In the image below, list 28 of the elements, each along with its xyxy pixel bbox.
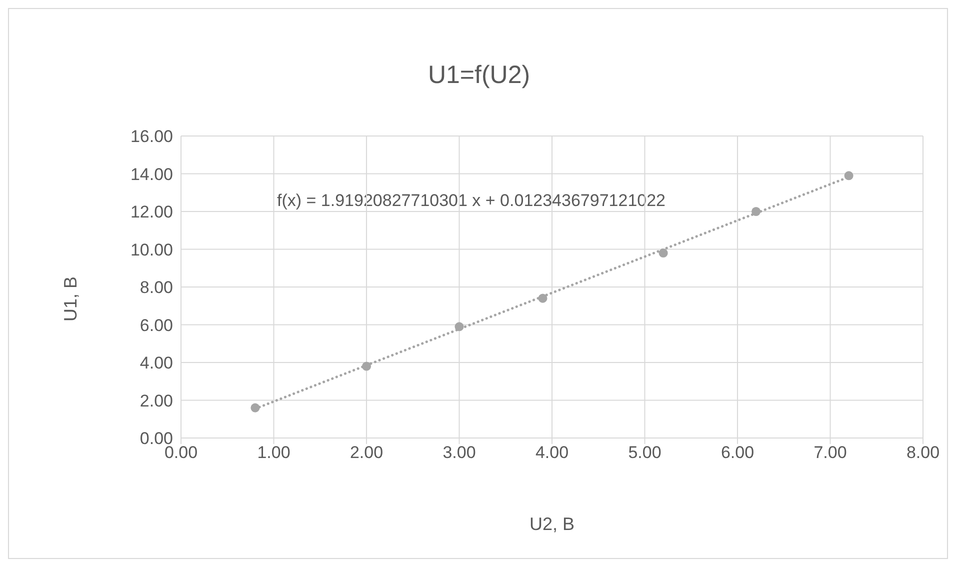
y-tick-label: 8.00	[140, 278, 173, 298]
y-tick-label: 14.00	[130, 164, 173, 184]
point	[538, 294, 548, 303]
x-tick-label: 8.00	[906, 443, 940, 462]
x-tick-label: 1.00	[257, 443, 290, 462]
x-tick-label: 2.00	[350, 443, 384, 462]
x-axis-title: U2, B	[528, 514, 576, 535]
x-tick-label: 0.00	[164, 443, 198, 462]
chart-title: U1=f(U2)	[426, 61, 532, 90]
annotation: f(x) = 1.91920827710301 x + 0.0123436797121022	[277, 191, 666, 211]
y-axis-title: U1, B	[60, 276, 82, 322]
y-tick-label: 2.00	[140, 391, 173, 410]
x-tick-label: 6.00	[720, 443, 754, 462]
y-tick-label: 16.00	[130, 127, 173, 146]
point	[362, 362, 372, 371]
point	[454, 322, 464, 332]
y-tick-label: 12.00	[130, 202, 173, 222]
x-tick-label: 3.00	[442, 443, 476, 462]
point	[658, 248, 668, 258]
y-tick-label: 10.00	[130, 240, 173, 260]
y-tick-label: 4.00	[140, 354, 173, 373]
y-tick-label: 6.00	[140, 316, 173, 335]
x-tick-label: 4.00	[535, 443, 569, 462]
x-tick-label: 7.00	[814, 443, 847, 462]
point	[250, 403, 260, 412]
point	[752, 206, 761, 216]
x-tick-label: 5.00	[628, 443, 662, 462]
point	[844, 171, 854, 180]
